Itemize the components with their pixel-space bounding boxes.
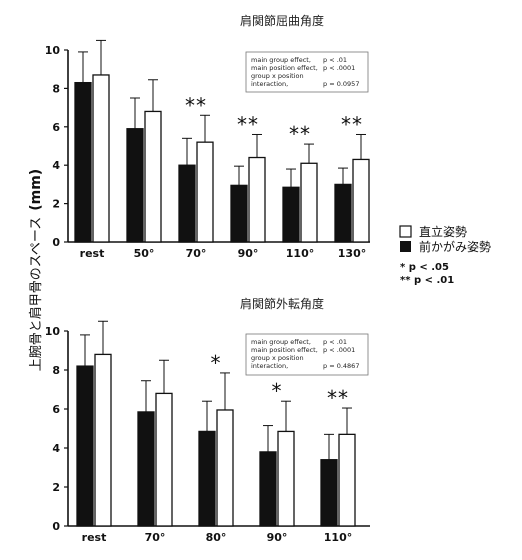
legend: 直立姿勢 前かがみ姿勢 * p < .05 ** p < .01 xyxy=(399,224,491,286)
flexion-significance-marker: ** xyxy=(289,122,311,146)
legend-label-upright: 直立姿勢 xyxy=(419,224,467,239)
abduction-bar-slouched xyxy=(198,430,216,527)
flexion-bar-upright xyxy=(196,141,214,243)
legend-swatch-slouched xyxy=(400,241,411,252)
flexion-category-label: 70° xyxy=(186,247,207,260)
flexion-stat-value: p = 0.0957 xyxy=(323,80,359,88)
abduction-bar-slouched xyxy=(76,365,94,527)
abduction-bar-upright xyxy=(277,430,295,527)
abduction-bar-upright xyxy=(338,433,356,527)
abduction-bar-slouched xyxy=(320,459,338,527)
flexion-y-tick-label: 8 xyxy=(52,82,60,95)
svg-text:上腕骨と肩甲骨のスペース(mm): 上腕骨と肩甲骨のスペース (mm) xyxy=(28,169,44,371)
flexion-bar-upright xyxy=(300,162,318,243)
abduction-stats-box: main group effect, p < .01 main position… xyxy=(245,333,369,376)
flexion-chart-title: 肩関節屈曲角度 xyxy=(240,13,324,28)
abduction-y-tick-label: 4 xyxy=(52,442,60,455)
flexion-bar-upright xyxy=(352,158,370,243)
abduction-y-tick-label: 10 xyxy=(45,325,61,338)
y-axis-unit: (mm) xyxy=(28,169,44,211)
abduction-y-tick-label: 2 xyxy=(52,481,60,494)
flexion-category-label: 90° xyxy=(238,247,259,260)
abduction-bar-upright xyxy=(216,409,234,527)
flexion-chart: 肩関節屈曲角度 0 2 4 6 8 10 rest 50° 70° ** 90° ** 110° ** 13… xyxy=(45,13,370,260)
y-axis-label-text: 上腕骨と肩甲骨のスペース xyxy=(28,217,44,371)
flexion-chart-marks: 0 2 4 6 8 10 rest 50° 70° ** 90° ** 110° ** 130° ** xyxy=(45,39,370,260)
flexion-category-label: 130° xyxy=(338,247,366,260)
flexion-significance-marker: ** xyxy=(185,93,207,117)
abduction-bar-slouched xyxy=(137,411,155,527)
abduction-bar-upright xyxy=(94,353,112,527)
flexion-stats-frame xyxy=(245,51,369,93)
abduction-significance-marker: * xyxy=(272,379,283,403)
flexion-bar-slouched xyxy=(74,81,92,243)
abduction-y-tick-label: 6 xyxy=(52,403,60,416)
abduction-stat-label: interaction, xyxy=(251,362,288,370)
significance-legend-p05: * p < .05 xyxy=(400,262,449,273)
flexion-bar-upright xyxy=(92,74,110,243)
flexion-y-tick-label: 4 xyxy=(52,159,60,172)
abduction-category-label: 90° xyxy=(267,531,288,544)
abduction-stat-value: p < .0001 xyxy=(323,346,355,354)
abduction-stat-label: main position effect, xyxy=(251,346,318,354)
legend-swatch-upright xyxy=(399,225,412,238)
flexion-significance-marker: ** xyxy=(237,112,259,136)
flexion-stat-value: p < .0001 xyxy=(323,64,355,72)
abduction-y-tick-label: 8 xyxy=(52,364,60,377)
flexion-y-tick-label: 0 xyxy=(52,236,60,249)
flexion-category-label: 110° xyxy=(286,247,314,260)
flexion-y-tick-label: 10 xyxy=(45,44,61,57)
flexion-y-tick-label: 2 xyxy=(52,198,60,211)
flexion-y-tick-label: 6 xyxy=(52,121,60,134)
abduction-stats-frame xyxy=(245,333,369,376)
flexion-bar-upright xyxy=(248,156,266,243)
abduction-chart-title: 肩関節外転角度 xyxy=(240,296,324,311)
abduction-chart: 肩関節外転角度 0 2 4 6 8 10 rest 70° 80° * 90° * 110° ** mai… xyxy=(45,296,370,544)
abduction-category-label: 110° xyxy=(324,531,352,544)
significance-legend-p01: ** p < .01 xyxy=(400,275,454,286)
flexion-stat-value: p < .01 xyxy=(323,56,347,64)
abduction-category-label: 80° xyxy=(206,531,227,544)
abduction-category-label: rest xyxy=(82,531,107,544)
abduction-bar-upright xyxy=(155,392,173,527)
flexion-bar-slouched xyxy=(282,186,300,243)
abduction-y-tick-label: 0 xyxy=(52,520,60,533)
abduction-stat-value: p = 0.4867 xyxy=(323,362,359,370)
flexion-bar-slouched xyxy=(334,183,352,243)
flexion-stat-label: interaction, xyxy=(251,80,288,88)
flexion-category-label: 50° xyxy=(134,247,155,260)
y-axis-label: 上腕骨と肩甲骨のスペース (mm) xyxy=(28,169,44,371)
flexion-stats-box: main group effect, p < .01 main position… xyxy=(245,51,369,93)
abduction-bar-slouched xyxy=(259,451,277,527)
flexion-significance-marker: ** xyxy=(341,112,363,136)
legend-label-slouched: 前かがみ姿勢 xyxy=(419,239,491,254)
flexion-bar-upright xyxy=(144,110,162,243)
abduction-stat-value: p < .01 xyxy=(323,338,347,346)
flexion-stat-label: group x position xyxy=(251,72,304,80)
abduction-significance-marker: * xyxy=(211,351,222,375)
abduction-chart-marks: 0 2 4 6 8 10 rest 70° 80° * 90° * 110° ** xyxy=(45,320,370,544)
flexion-category-label: rest xyxy=(80,247,105,260)
abduction-significance-marker: ** xyxy=(327,386,349,410)
flexion-stat-label: main position effect, xyxy=(251,64,318,72)
flexion-bar-slouched xyxy=(178,164,196,243)
flexion-stat-label: main group effect, xyxy=(251,56,311,64)
flexion-bar-slouched xyxy=(230,184,248,243)
abduction-category-label: 70° xyxy=(145,531,166,544)
abduction-stat-label: group x position xyxy=(251,354,304,362)
abduction-stat-label: main group effect, xyxy=(251,338,311,346)
flexion-bar-slouched xyxy=(126,128,144,243)
